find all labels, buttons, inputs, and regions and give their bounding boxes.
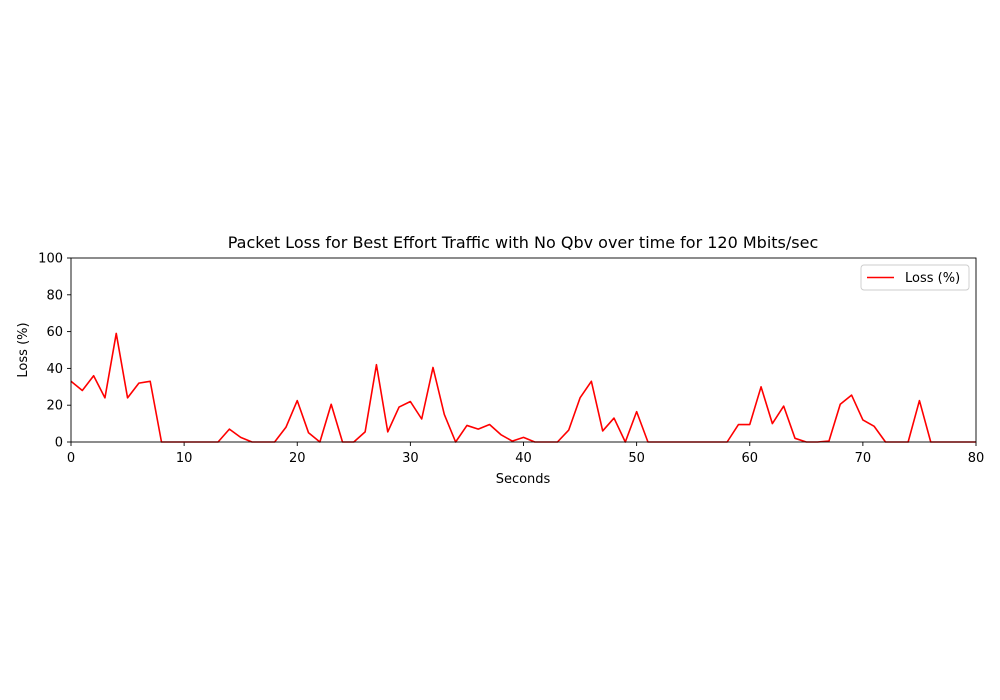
y-tick-label: 60	[46, 325, 63, 340]
y-tick-label: 0	[55, 436, 63, 451]
x-tick-label: 60	[741, 451, 758, 466]
plot-frame	[70, 257, 977, 443]
chart-title: Packet Loss for Best Effort Traffic with…	[228, 233, 819, 252]
series-line-loss	[70, 332, 976, 443]
x-tick-label: 10	[176, 451, 193, 466]
y-tick-label: 80	[46, 288, 63, 303]
x-tick-label: 70	[855, 451, 872, 466]
legend-label-loss: Loss (%)	[905, 271, 960, 286]
x-tick-label: 40	[515, 451, 532, 466]
y-axis-label: Loss (%)	[16, 322, 31, 377]
y-tick-label: 100	[38, 252, 63, 267]
x-tick-label: 20	[289, 451, 306, 466]
legend: Loss (%)	[860, 264, 970, 291]
y-tick-label: 20	[46, 399, 63, 414]
x-axis-label: Seconds	[496, 472, 551, 487]
y-tick-label: 40	[46, 362, 63, 377]
x-tick-label: 30	[402, 451, 419, 466]
legend-box	[860, 264, 970, 291]
x-tick-label: 0	[67, 451, 75, 466]
x-tick-label: 80	[968, 451, 985, 466]
x-tick-label: 50	[628, 451, 645, 466]
x-axis-ticks: 0 10 20 30 40 50 60 70 80	[67, 442, 984, 466]
y-axis-ticks: 0 20 40 60 80 100	[38, 252, 71, 451]
